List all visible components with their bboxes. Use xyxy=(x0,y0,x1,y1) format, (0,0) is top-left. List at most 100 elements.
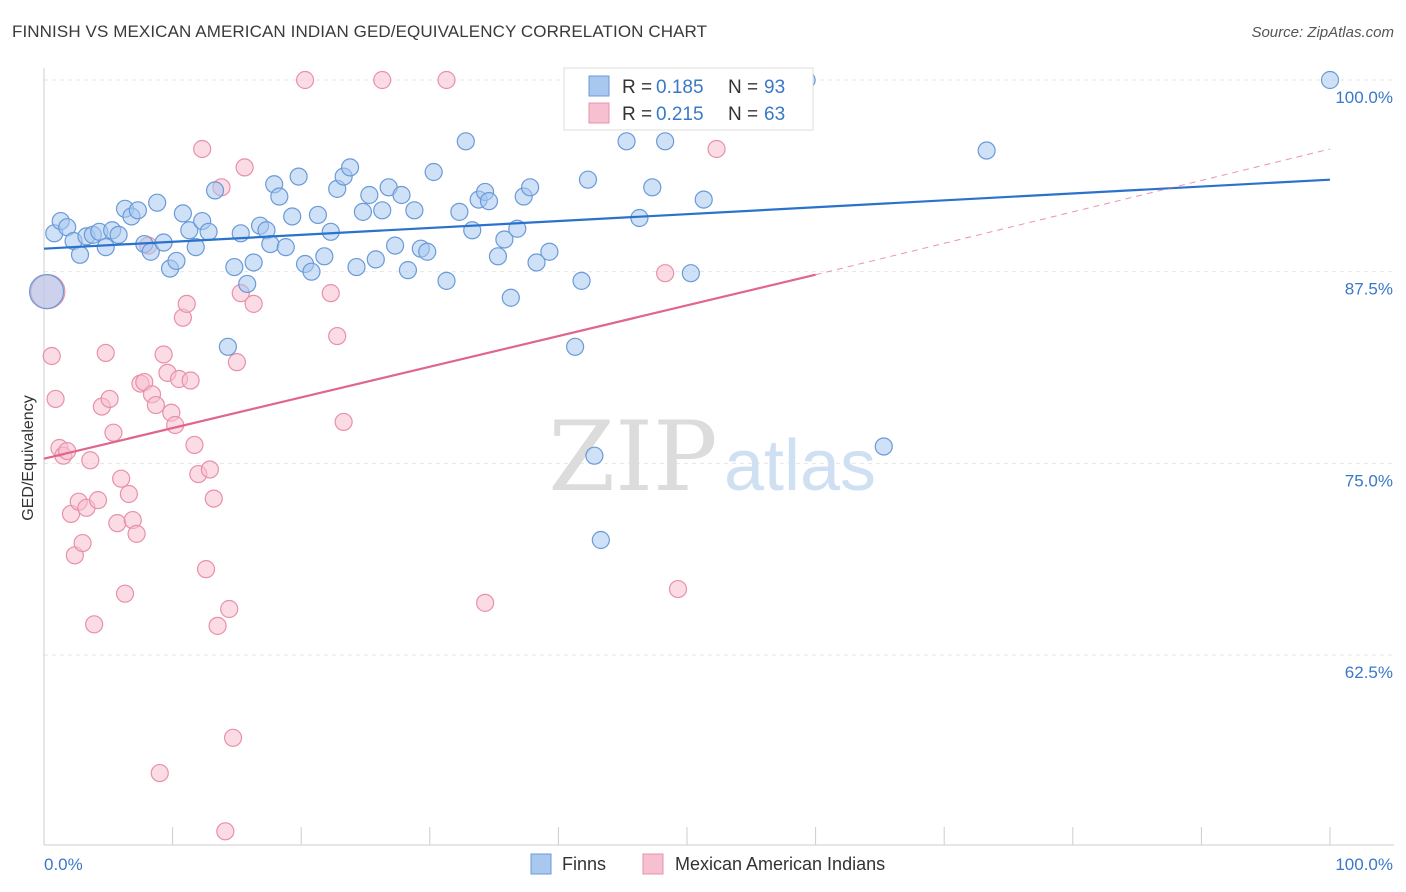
finns-point xyxy=(218,337,237,356)
finns-point xyxy=(521,178,540,197)
chart-source: Source: ZipAtlas.com xyxy=(1251,24,1394,41)
mexican-point xyxy=(112,469,131,488)
finns-point xyxy=(315,247,334,266)
finns-point xyxy=(398,261,418,280)
finns-point xyxy=(225,257,244,277)
finns-point xyxy=(456,132,475,151)
x-tick-labels: 0.0% 100.0% xyxy=(44,855,1393,874)
mexican-point xyxy=(656,264,675,283)
mexican-point xyxy=(295,70,315,90)
finns-point xyxy=(302,262,321,281)
legend-swatch-mexican xyxy=(588,102,610,124)
series-finns xyxy=(28,70,1340,550)
finns-point xyxy=(180,221,199,240)
mexican-point xyxy=(127,524,146,543)
finns-point xyxy=(450,202,469,221)
chart-title: FINNISH VS MEXICAN AMERICAN INDIAN GED/E… xyxy=(12,22,708,41)
mexican-point xyxy=(196,560,216,579)
y-axis-title: GED/Equivalency xyxy=(20,395,37,520)
mexican-point xyxy=(220,599,239,619)
legend-n-value-finns: 93 xyxy=(764,77,785,98)
mexican-point xyxy=(373,70,392,90)
legend-r-label-mexican: R = xyxy=(622,104,652,125)
watermark-atlas: atlas xyxy=(724,426,876,506)
mexican-point xyxy=(193,139,212,159)
finns-point xyxy=(566,337,585,356)
finns-point xyxy=(28,274,65,310)
mexican-point xyxy=(707,139,726,159)
legend-n-value-mexican: 63 xyxy=(764,104,785,125)
finns-point xyxy=(527,253,546,272)
finns-point xyxy=(109,225,128,244)
finns-point xyxy=(186,238,205,257)
finns-point xyxy=(572,271,591,290)
mexican-point xyxy=(46,389,65,409)
mexican-point xyxy=(208,616,227,635)
finns-point xyxy=(244,253,263,272)
y-tick-label: 100.0% xyxy=(1335,88,1393,107)
trend-lines xyxy=(43,148,1331,460)
finns-point xyxy=(437,271,456,290)
finns-point xyxy=(70,245,90,264)
finns-point xyxy=(1320,70,1340,90)
mexican-point xyxy=(100,389,119,409)
y-tick-labels: 62.5% 75.0% 87.5% 100.0% xyxy=(1335,88,1393,682)
mexican-point xyxy=(328,326,347,346)
finns-point xyxy=(205,181,225,200)
mexican-point xyxy=(334,412,353,432)
mexican-point xyxy=(235,158,254,177)
mexican-point xyxy=(108,514,127,533)
finns-point xyxy=(578,170,598,189)
mexican-point xyxy=(200,460,219,479)
finns-point xyxy=(308,205,328,225)
mexican-point xyxy=(119,484,138,504)
mexican-point xyxy=(223,728,243,747)
y-tick-label: 87.5% xyxy=(1345,280,1393,299)
finns-trend-line xyxy=(43,178,1331,250)
finns-point xyxy=(540,242,559,261)
mexican-point xyxy=(115,584,135,603)
mexican-point xyxy=(216,822,235,841)
finns-point xyxy=(656,132,675,151)
legend-n-label-finns: N = xyxy=(728,77,758,98)
finns-point xyxy=(373,201,392,220)
finns-point xyxy=(977,141,996,160)
finns-point xyxy=(238,274,257,294)
mexican-point xyxy=(150,763,169,783)
mexican-point xyxy=(227,353,246,372)
series-legend-label-mexican: Mexican American Indians xyxy=(675,854,885,874)
mexican-point xyxy=(244,294,263,313)
y-tick-label: 62.5% xyxy=(1345,663,1393,682)
mexican-point xyxy=(146,395,165,415)
finns-point xyxy=(495,230,514,249)
legend-r-label-finns: R = xyxy=(622,77,652,98)
mexican-point xyxy=(42,346,61,366)
y-tick-label: 75.0% xyxy=(1345,471,1393,490)
finns-point xyxy=(321,222,340,241)
mexican-point xyxy=(321,284,340,303)
mexican-point xyxy=(96,343,115,363)
mexican-point xyxy=(73,533,92,553)
watermark-zip: ZIP xyxy=(548,401,717,513)
axes xyxy=(43,68,1394,846)
finns-point xyxy=(199,222,218,241)
mexican-point xyxy=(185,435,204,455)
finns-point xyxy=(392,185,411,205)
mexican-point xyxy=(85,615,104,634)
finns-point xyxy=(585,446,604,465)
finns-point xyxy=(347,257,366,277)
series-legend-swatch-mexican xyxy=(642,853,664,875)
mexican-point xyxy=(668,579,688,599)
legend-n-label-mexican: N = xyxy=(728,104,758,125)
finns-point xyxy=(340,158,360,177)
correlation-legend: R = 0.185 N = 93 R = 0.215 N = 63 xyxy=(563,67,814,131)
series-mexican-american-indians xyxy=(30,70,726,841)
finns-point xyxy=(270,187,289,206)
finns-point xyxy=(617,132,636,151)
finns-point xyxy=(418,242,437,261)
x-tick-label: 0.0% xyxy=(44,855,83,874)
finns-point xyxy=(488,247,508,266)
series-legend: Finns Mexican American Indians xyxy=(530,853,885,875)
finns-point xyxy=(96,238,115,257)
